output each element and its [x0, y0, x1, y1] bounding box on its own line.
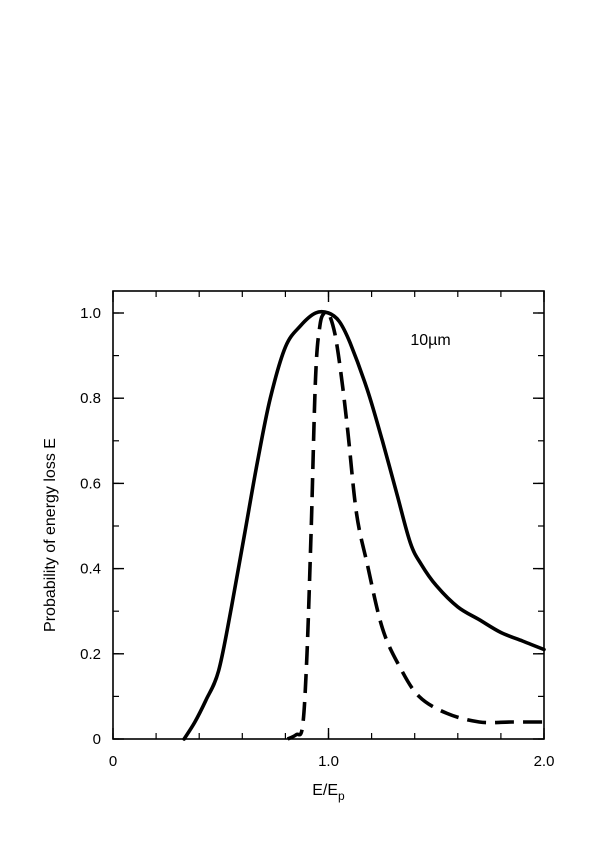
dashed-curve	[286, 309, 544, 741]
plot-frame	[112, 290, 545, 740]
minor-ticks	[112, 291, 545, 740]
x-tick-label: 0	[109, 753, 117, 770]
x-axis-title: E/Ep	[312, 782, 345, 803]
solid-curve	[182, 309, 546, 741]
x-tick-label: 1.0	[318, 753, 339, 770]
y-tick-label: 0.6	[80, 475, 101, 492]
y-tick-label: 0.4	[80, 561, 101, 578]
y-tick-label: 0.2	[80, 646, 101, 663]
x-axis-title-main: E/E	[312, 782, 338, 799]
series-layer	[182, 309, 546, 741]
x-axis-title-subscript: p	[338, 789, 345, 803]
y-tick-label: 0	[93, 731, 101, 748]
x-tick-label: 2.0	[534, 753, 555, 770]
y-tick-label: 0.8	[80, 390, 101, 407]
y-axis-title: Probability of energy loss E	[42, 438, 59, 632]
y-tick-label: 1.0	[80, 305, 101, 322]
major-ticks	[112, 291, 545, 740]
tick-labels: 0 1.0 2.0 0 0.2 0.4 0.6 0.8 1.0	[80, 305, 554, 770]
thickness-annotation: 10µm	[410, 332, 450, 349]
